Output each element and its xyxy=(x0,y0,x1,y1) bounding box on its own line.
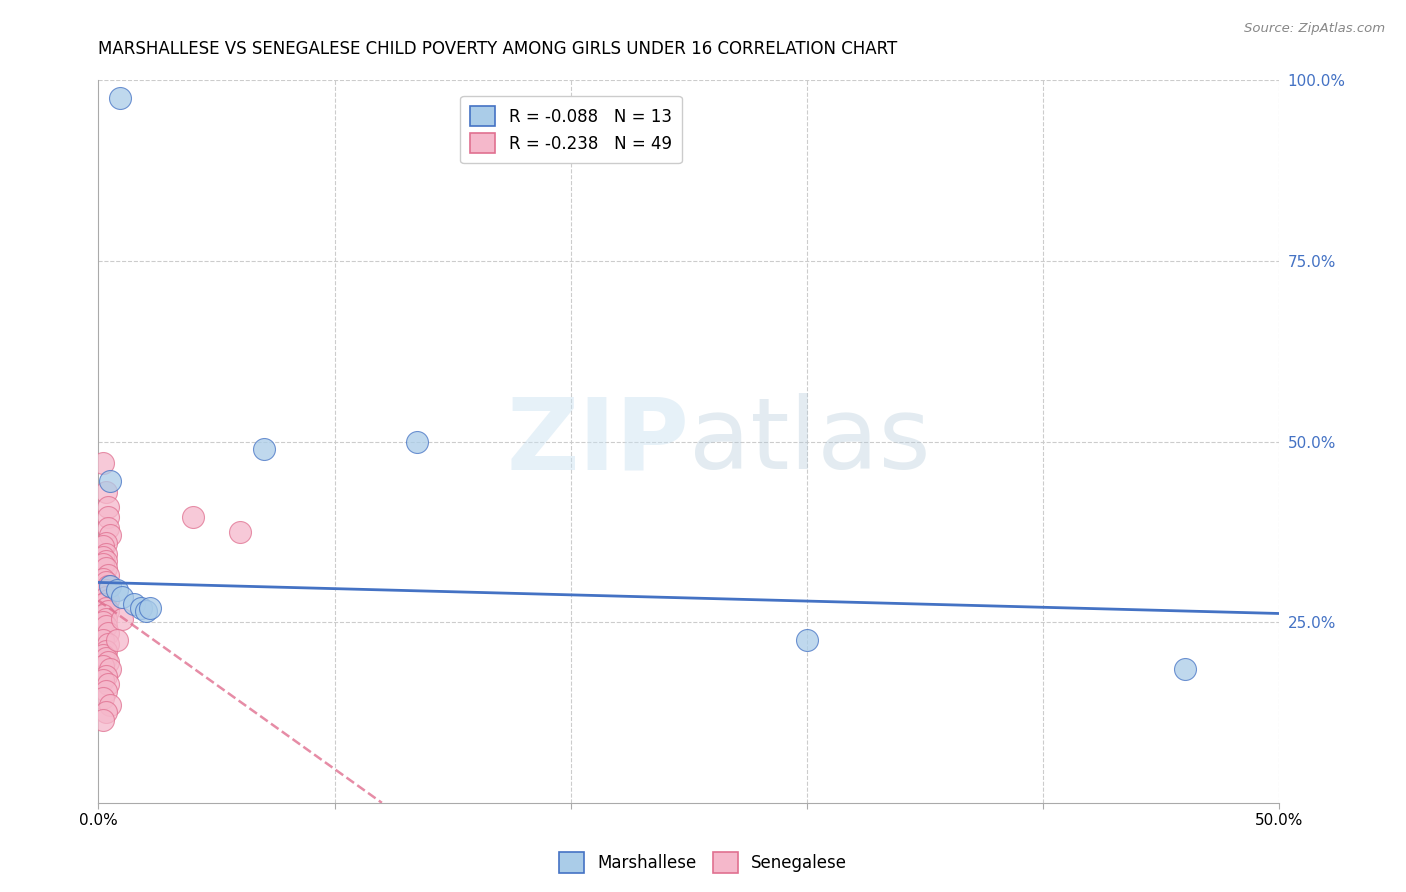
Point xyxy=(796,633,818,648)
Point xyxy=(97,626,120,640)
Point xyxy=(229,524,252,539)
Point xyxy=(97,593,120,607)
Point xyxy=(91,558,114,572)
Point xyxy=(406,434,429,449)
Point xyxy=(94,590,117,604)
Point xyxy=(97,579,120,593)
Point xyxy=(129,600,152,615)
Point xyxy=(94,535,117,549)
Point xyxy=(94,619,117,633)
Point xyxy=(91,550,114,565)
Point xyxy=(94,683,117,698)
Point xyxy=(97,510,120,524)
Point xyxy=(97,500,120,514)
Text: ZIP: ZIP xyxy=(506,393,689,490)
Point xyxy=(98,698,121,713)
Point xyxy=(94,600,117,615)
Point xyxy=(97,637,120,651)
Point xyxy=(97,521,120,535)
Point xyxy=(91,658,114,673)
Point xyxy=(139,600,162,615)
Point xyxy=(97,568,120,582)
Point xyxy=(91,673,114,687)
Point xyxy=(94,575,117,590)
Point xyxy=(91,456,114,470)
Point xyxy=(181,510,204,524)
Point xyxy=(91,586,114,600)
Point xyxy=(135,604,157,618)
Text: Source: ZipAtlas.com: Source: ZipAtlas.com xyxy=(1244,22,1385,36)
Point xyxy=(111,611,134,625)
Point xyxy=(98,475,121,489)
Point xyxy=(97,676,120,690)
Legend: Marshallese, Senegalese: Marshallese, Senegalese xyxy=(553,846,853,880)
Point xyxy=(97,655,120,669)
Point xyxy=(94,554,117,568)
Text: atlas: atlas xyxy=(689,393,931,490)
Point xyxy=(94,706,117,720)
Point xyxy=(94,582,117,597)
Point xyxy=(98,579,121,593)
Legend: R = -0.088   N = 13, R = -0.238   N = 49: R = -0.088 N = 13, R = -0.238 N = 49 xyxy=(460,95,682,163)
Point xyxy=(111,590,134,604)
Text: MARSHALLESE VS SENEGALESE CHILD POVERTY AMONG GIRLS UNDER 16 CORRELATION CHART: MARSHALLESE VS SENEGALESE CHILD POVERTY … xyxy=(98,40,897,58)
Point xyxy=(91,597,114,611)
Point xyxy=(94,644,117,658)
Point xyxy=(105,633,128,648)
Point xyxy=(94,547,117,561)
Point xyxy=(1174,662,1197,676)
Point xyxy=(91,713,114,727)
Point xyxy=(91,539,114,553)
Point xyxy=(98,662,121,676)
Point xyxy=(91,607,114,622)
Point xyxy=(94,651,117,665)
Point xyxy=(94,561,117,575)
Point xyxy=(98,528,121,542)
Point xyxy=(94,669,117,683)
Point xyxy=(94,611,117,625)
Point xyxy=(91,633,114,648)
Point xyxy=(253,442,276,456)
Point xyxy=(91,648,114,662)
Point xyxy=(94,485,117,500)
Point xyxy=(91,615,114,630)
Point xyxy=(108,91,131,105)
Point xyxy=(122,597,145,611)
Point xyxy=(97,604,120,618)
Point xyxy=(105,582,128,597)
Point xyxy=(91,691,114,706)
Point xyxy=(91,572,114,586)
